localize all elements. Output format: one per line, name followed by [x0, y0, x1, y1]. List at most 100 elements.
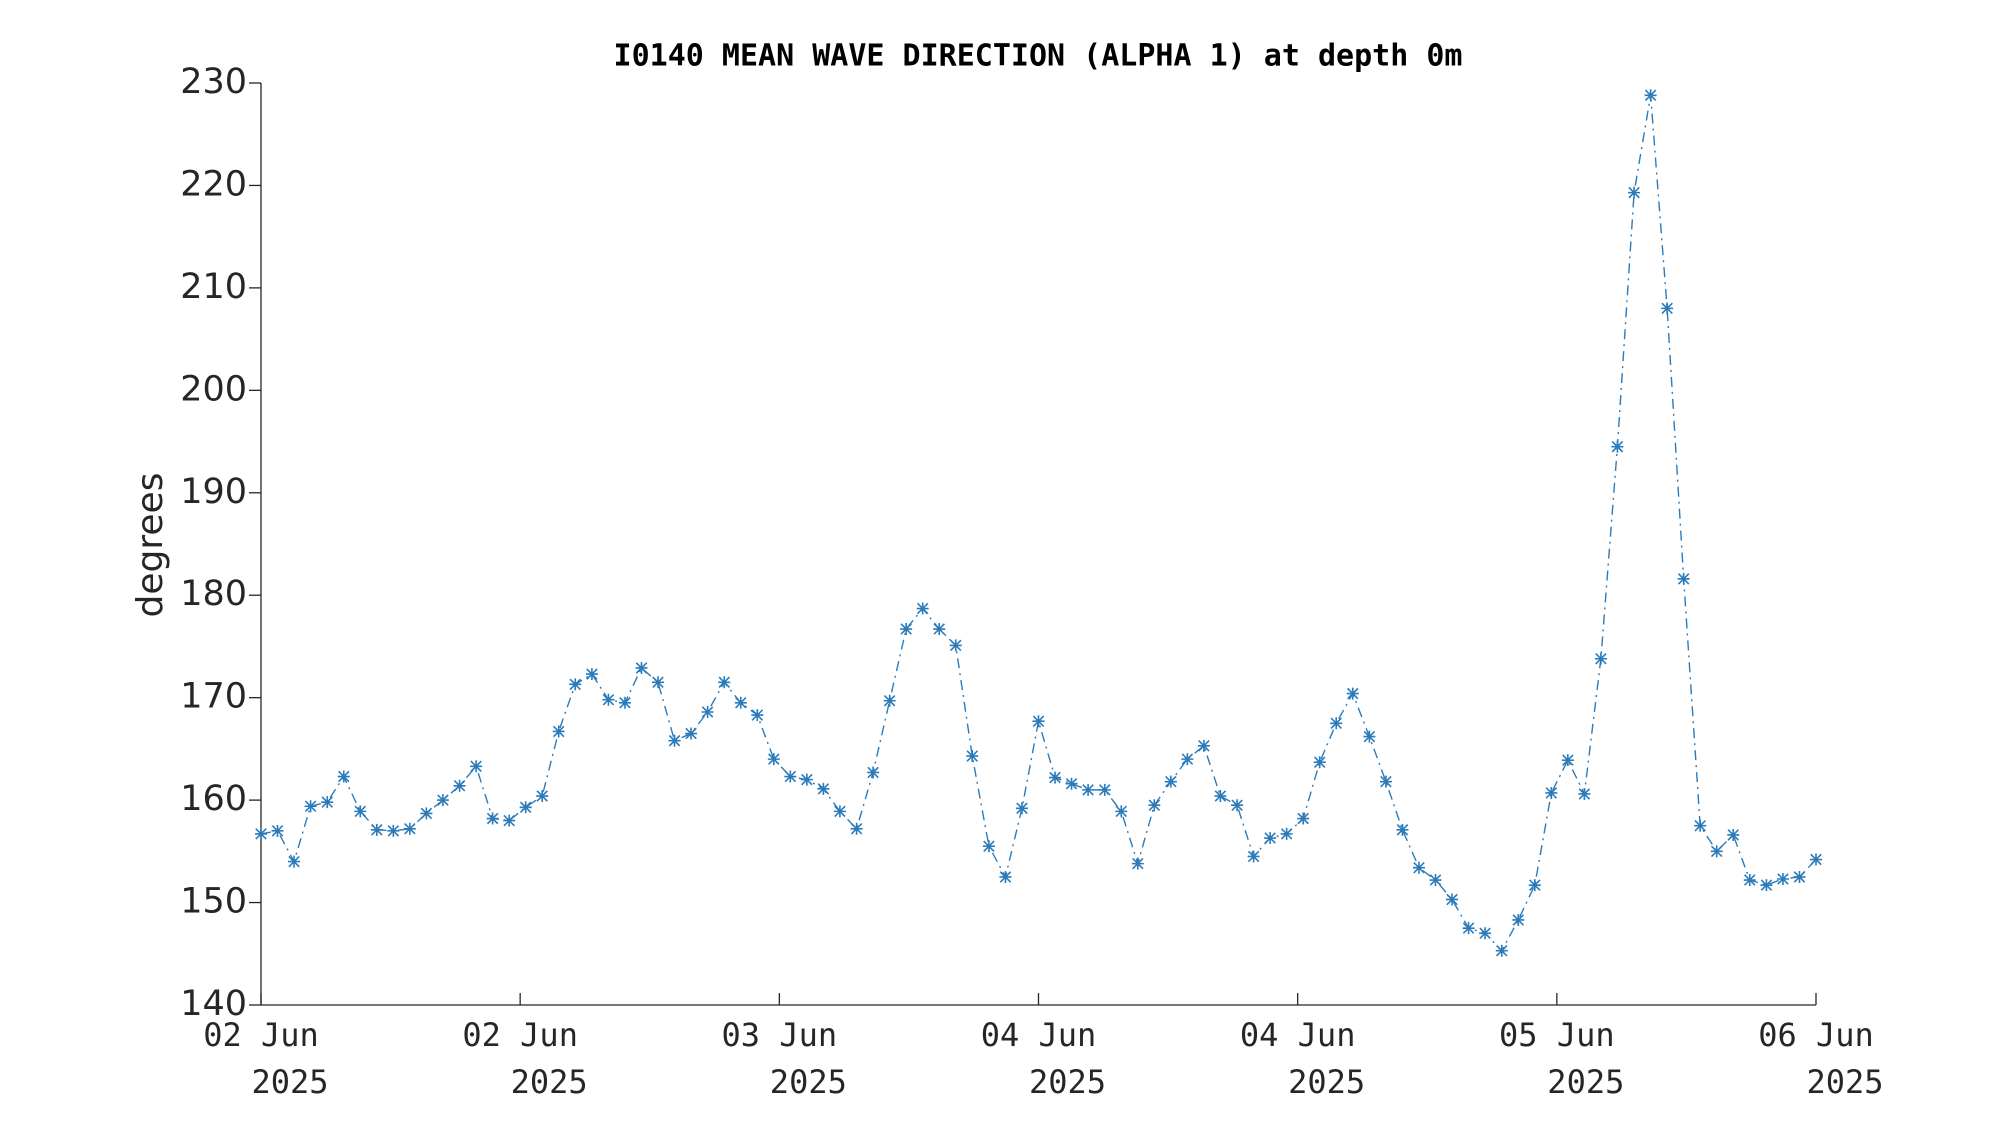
data-point — [1611, 440, 1624, 453]
data-point — [536, 790, 549, 803]
data-point — [1247, 850, 1260, 863]
data-point — [833, 805, 846, 818]
data-point — [1231, 799, 1244, 812]
chart-title: I0140 MEAN WAVE DIRECTION (ALPHA 1) at d… — [614, 39, 1463, 74]
data-point — [1214, 790, 1227, 803]
data-point — [718, 676, 731, 689]
data-point — [1793, 870, 1806, 883]
data-point — [1694, 819, 1707, 832]
data-point — [1710, 845, 1723, 858]
y-tick-label: 230 — [180, 62, 247, 102]
data-point — [668, 734, 681, 747]
data-point — [552, 725, 565, 738]
data-point — [1760, 879, 1773, 892]
y-tick-label: 150 — [180, 882, 247, 922]
data-point — [1512, 913, 1525, 926]
y-tick-label: 170 — [180, 677, 247, 717]
data-point — [734, 696, 747, 709]
x-tick-label: 2025 — [1547, 1063, 1624, 1101]
data-point — [1313, 756, 1326, 769]
data-point — [337, 770, 350, 783]
data-point — [1810, 853, 1822, 866]
x-tick-label: 04 Jun — [981, 1016, 1097, 1054]
data-point — [1049, 771, 1062, 784]
data-point — [1098, 783, 1111, 796]
data-point — [354, 805, 367, 818]
x-tick-label: 2025 — [1806, 1063, 1883, 1101]
data-point — [304, 800, 317, 813]
data-point — [1131, 857, 1144, 870]
data-point — [1181, 753, 1194, 766]
data-point — [1495, 944, 1508, 957]
data-point — [1148, 799, 1161, 812]
data-point — [1776, 872, 1789, 885]
data-point — [1644, 89, 1657, 102]
data-point — [1412, 861, 1425, 874]
data-point — [652, 676, 665, 689]
data-point — [370, 823, 383, 836]
x-tick-label: 04 Jun — [1240, 1016, 1356, 1054]
y-tick-label: 200 — [180, 369, 247, 409]
y-tick-label: 190 — [180, 472, 247, 512]
data-point — [1264, 832, 1277, 845]
data-point — [1578, 787, 1591, 800]
x-tick-label: 03 Jun — [722, 1016, 838, 1054]
data-point — [1661, 302, 1674, 315]
data-point — [850, 822, 863, 835]
data-point — [271, 824, 284, 837]
data-point — [966, 750, 979, 763]
data-point — [519, 801, 532, 814]
data-point — [486, 812, 499, 825]
data-point — [635, 661, 648, 674]
data-point — [1429, 874, 1442, 887]
data-point — [1545, 786, 1558, 799]
data-point — [420, 807, 433, 820]
data-point — [1115, 805, 1128, 818]
data-point — [403, 822, 416, 835]
y-tick-label: 210 — [180, 267, 247, 307]
x-tick-label: 05 Jun — [1499, 1016, 1615, 1054]
x-tick-label: 2025 — [1288, 1063, 1365, 1101]
data-point — [933, 623, 946, 636]
data-point — [1462, 922, 1475, 935]
data-point — [321, 796, 334, 809]
data-point — [1297, 812, 1310, 825]
data-point — [436, 794, 449, 807]
data-point — [1280, 827, 1293, 840]
data-point — [1594, 652, 1607, 665]
x-tick-label: 02 Jun — [462, 1016, 578, 1054]
data-point — [1677, 572, 1690, 585]
data-point — [784, 770, 797, 783]
data-point — [1164, 775, 1177, 788]
y-tick-label: 220 — [180, 164, 247, 204]
data-point — [569, 678, 582, 691]
x-tick-label: 2025 — [770, 1063, 847, 1101]
data-point — [1082, 783, 1095, 796]
data-point — [867, 766, 880, 779]
data-point — [883, 694, 896, 707]
data-point — [1065, 777, 1078, 790]
data-point — [288, 855, 301, 868]
data-point — [1479, 927, 1492, 940]
x-tick-label: 2025 — [251, 1063, 328, 1101]
data-point — [1727, 828, 1740, 841]
data-point — [1628, 186, 1641, 199]
data-point — [982, 840, 995, 853]
x-tick-label: 2025 — [1029, 1063, 1106, 1101]
x-tick-label: 06 Jun — [1758, 1016, 1874, 1054]
data-point — [1015, 802, 1028, 815]
data-point — [1197, 739, 1210, 752]
data-point — [1032, 715, 1045, 728]
y-axis-label: degrees — [130, 473, 171, 618]
data-point — [470, 760, 483, 773]
data-point — [1528, 879, 1541, 892]
data-point — [1743, 874, 1756, 887]
data-point — [701, 706, 714, 719]
data-point — [1561, 754, 1574, 767]
x-tick-label: 2025 — [511, 1063, 588, 1101]
data-point — [800, 773, 813, 786]
data-line — [260, 95, 1817, 952]
data-point — [1330, 717, 1343, 730]
data-point — [1363, 730, 1376, 743]
